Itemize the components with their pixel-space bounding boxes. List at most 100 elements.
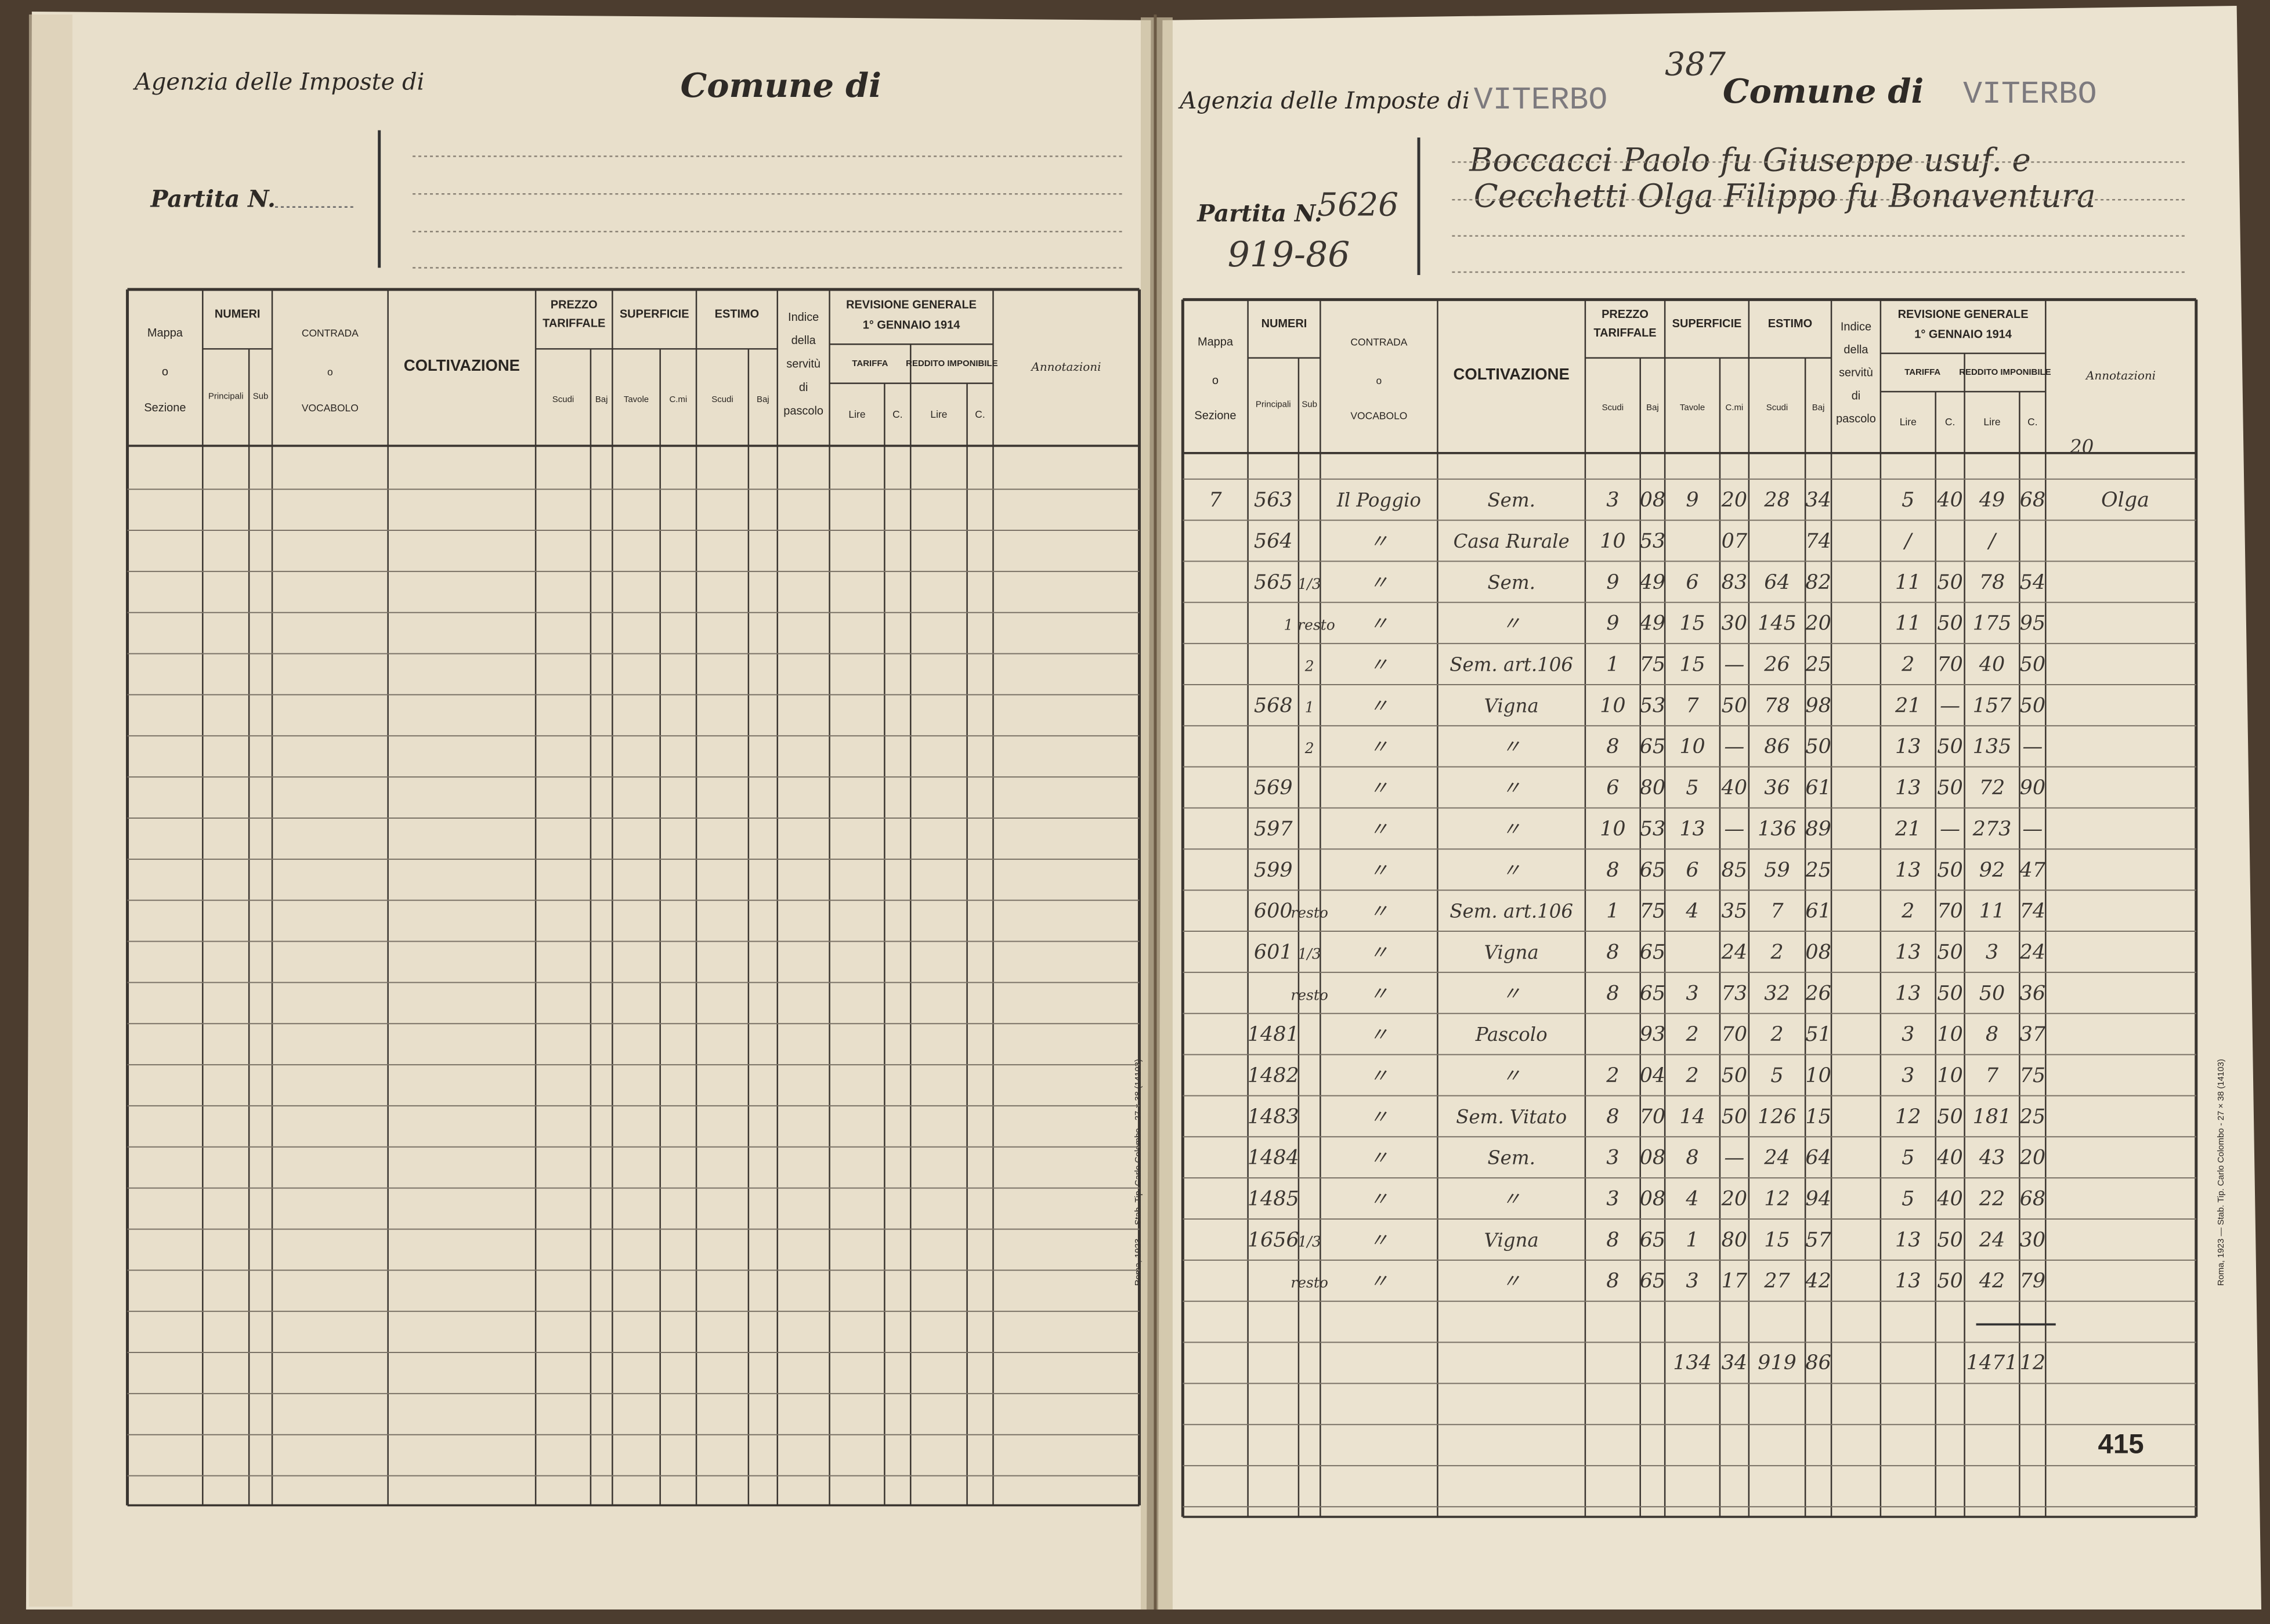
cell-prezzo-baj: 65 xyxy=(1640,859,1665,882)
cell-prezzo-baj: 80 xyxy=(1640,776,1665,800)
cell-tariffa-lire: 5 xyxy=(1902,1188,1914,1211)
header-coltivazione: COLTIVAZIONE xyxy=(404,356,520,374)
cell-reddito-lire: 3 xyxy=(1986,941,1998,964)
cell-coltivazione: 〃 xyxy=(1502,736,1520,758)
cell-reddito-c: 30 xyxy=(2020,1228,2045,1252)
cell-prezzo-baj: 53 xyxy=(1640,694,1665,717)
cell-tariffa-lire: 5 xyxy=(1902,489,1914,512)
cell-coltivazione: Sem. art.106 xyxy=(1450,900,1573,923)
cell-prezzo-baj: 04 xyxy=(1640,1064,1665,1087)
header-prezzo: PREZZO xyxy=(551,298,598,311)
cell-principali: 1484 xyxy=(1248,1146,1299,1170)
cell-reddito-lire: 1471 xyxy=(1967,1351,2018,1375)
header-indice: Indice xyxy=(1841,320,1871,333)
cell-contrada: 〃 xyxy=(1369,1270,1388,1292)
header-scudi: Scudi xyxy=(711,395,733,404)
agency-label: Agenzia delle Imposte di xyxy=(132,69,424,96)
cell-tavole: 2 xyxy=(1685,1023,1698,1046)
cell-tariffa-lire: / xyxy=(1903,530,1913,553)
cell-estimo-baj: 94 xyxy=(1805,1188,1831,1211)
cell-prezzo-baj: 53 xyxy=(1640,818,1665,841)
cell-sub: 1/3 xyxy=(1298,1233,1321,1250)
cell-estimo-scudi: 32 xyxy=(1764,982,1790,1005)
header-contrada: o xyxy=(327,366,333,378)
cell-contrada: 〃 xyxy=(1369,818,1388,840)
cell-prezzo-baj: 65 xyxy=(1640,941,1665,964)
cell-reddito-c: 95 xyxy=(2020,612,2045,635)
header-indice: pascolo xyxy=(1836,413,1876,425)
cell-principali: 565 xyxy=(1254,571,1293,594)
cell-reddito-c: 12 xyxy=(2020,1351,2045,1375)
cell-tariffa-c: 50 xyxy=(1937,941,1962,964)
cell-tariffa-c: 50 xyxy=(1937,1105,1962,1129)
cell-contrada: 〃 xyxy=(1369,900,1388,923)
cell-sub: resto xyxy=(1291,905,1328,921)
cell-contrada: 〃 xyxy=(1369,859,1388,881)
cell-coltivazione: 〃 xyxy=(1502,613,1520,635)
cell-contrada: 〃 xyxy=(1369,1147,1388,1169)
partita-number: 5626 xyxy=(1317,186,1398,223)
cell-tavole: 10 xyxy=(1679,735,1705,758)
cell-reddito-lire: 11 xyxy=(1979,900,2005,923)
header-tavole: Tavole xyxy=(624,395,649,404)
cell-prezzo-baj: 49 xyxy=(1639,571,1665,594)
cell-prezzo-scudi: 6 xyxy=(1606,776,1619,800)
cell-reddito-lire: 175 xyxy=(1973,612,2012,635)
cell-reddito-c: 68 xyxy=(2020,489,2045,512)
cell-principali: 600 xyxy=(1254,900,1293,923)
cell-estimo-scudi: 59 xyxy=(1764,859,1790,882)
cell-reddito-c: 75 xyxy=(2020,1064,2045,1087)
cell-tariffa-lire: 21 xyxy=(1895,818,1921,841)
cell-tavole: 2 xyxy=(1685,1064,1698,1087)
cell-tariffa-lire: 3 xyxy=(1902,1064,1914,1087)
cell-estimo-baj: 50 xyxy=(1805,735,1831,758)
cell-tariffa-lire: 11 xyxy=(1895,571,1921,594)
cell-principali: 563 xyxy=(1254,489,1293,512)
header-centiare: C.mi xyxy=(669,395,687,404)
cell-tavole: 7 xyxy=(1686,694,1699,717)
header-contrada: CONTRADA xyxy=(1350,337,1407,348)
cell-tavole: 134 xyxy=(1673,1351,1712,1375)
cell-tariffa-c: 50 xyxy=(1937,982,1962,1005)
cell-tariffa-lire: 13 xyxy=(1895,859,1921,882)
header-mappa: Sezione xyxy=(1194,410,1236,422)
cell-tavole: 5 xyxy=(1686,776,1698,800)
cell-contrada: 〃 xyxy=(1369,654,1388,676)
cell-contrada: Il Poggio xyxy=(1336,489,1421,511)
cell-tariffa-lire: 13 xyxy=(1895,1228,1921,1252)
cell-prezzo-scudi: 8 xyxy=(1606,1269,1619,1293)
cell-contrada: 〃 xyxy=(1369,941,1388,963)
cell-tariffa-c: 40 xyxy=(1936,489,1962,512)
cell-tariffa-lire: 13 xyxy=(1895,1269,1921,1293)
cell-estimo-scudi: 27 xyxy=(1763,1269,1790,1293)
cell-prezzo-scudi: 9 xyxy=(1606,571,1619,594)
cell-estimo-scudi: 12 xyxy=(1764,1188,1790,1211)
header-annotazioni: Annotazioni xyxy=(2085,368,2156,382)
cell-tariffa-c: 10 xyxy=(1937,1064,1962,1087)
header-indice: servitù xyxy=(1839,367,1873,379)
cell-coltivazione: Sem. art.106 xyxy=(1450,654,1573,676)
header-superficie: SUPERFICIE xyxy=(620,308,689,320)
cell-mappa: 7 xyxy=(1209,489,1222,512)
cell-prezzo-scudi: 1 xyxy=(1606,900,1619,923)
cell-estimo-baj: 86 xyxy=(1805,1351,1831,1375)
cell-prezzo-scudi: 3 xyxy=(1606,489,1619,512)
header-c: C. xyxy=(2027,416,2037,428)
cell-estimo-baj: 42 xyxy=(1805,1269,1831,1293)
cell-tariffa-lire: 5 xyxy=(1902,1146,1914,1170)
cell-tavole: 6 xyxy=(1686,859,1698,882)
annotation: Olga xyxy=(2101,489,2149,512)
agency-label: Agenzia delle Imposte di xyxy=(1177,88,1469,114)
cell-estimo-scudi: 7 xyxy=(1770,900,1784,923)
cell-prezzo-baj: 65 xyxy=(1640,982,1665,1005)
cell-estimo-scudi: 5 xyxy=(1770,1064,1783,1087)
cell-reddito-lire: 40 xyxy=(1979,653,2005,677)
cell-tavole: 1 xyxy=(1686,1228,1698,1252)
header-indice: di xyxy=(799,381,808,394)
cell-tavole: 3 xyxy=(1686,982,1698,1005)
cell-contrada: 〃 xyxy=(1369,1229,1388,1251)
cell-tavole: 13 xyxy=(1679,818,1705,841)
cell-tariffa-lire: 13 xyxy=(1895,735,1921,758)
cell-centiare: — xyxy=(1724,735,1744,758)
